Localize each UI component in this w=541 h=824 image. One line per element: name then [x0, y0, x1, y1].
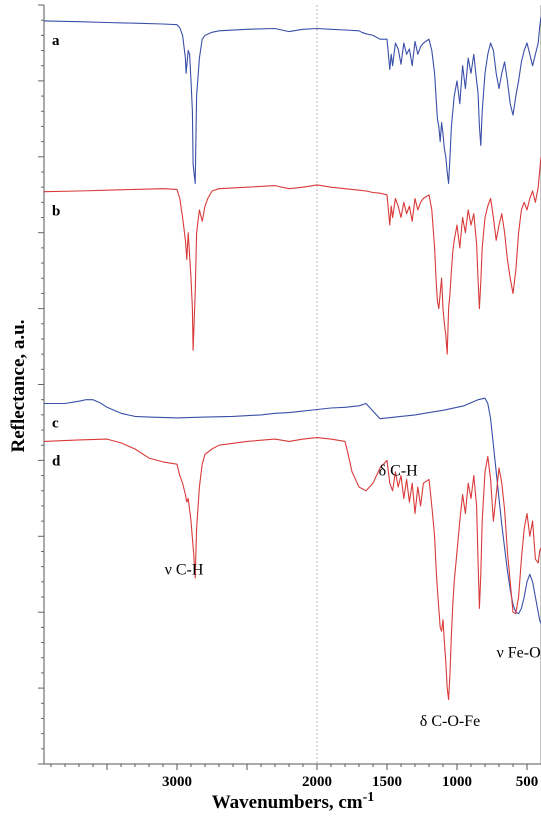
x-tick-label: 3000	[162, 774, 192, 790]
x-axis-title: Wavenumbers, cm-1	[212, 790, 375, 813]
curve-label-b: b	[52, 204, 60, 220]
curve-label-a: a	[52, 33, 60, 49]
annotation-label: δ C-O-Fe	[420, 713, 480, 730]
curve-label-c: c	[52, 415, 59, 431]
series-line-c	[44, 397, 541, 624]
series-line-b	[43, 156, 541, 355]
plot-frame	[43, 5, 541, 765]
annotation-label: ν Fe-O	[497, 645, 541, 662]
x-tick-label: 1000	[442, 774, 472, 790]
annotations: ν C-H δ C-H δ C-O-Fe ν Fe-O	[165, 463, 541, 730]
x-tick-label: 2000	[302, 774, 332, 790]
curve-label-d: d	[52, 453, 61, 469]
x-tick-label: 500	[516, 774, 539, 790]
x-tick-label: 1500	[372, 774, 402, 790]
y-axis-title: Reflectance, a.u.	[8, 320, 29, 453]
series-line-d	[43, 437, 541, 701]
series-line-a	[43, 16, 541, 184]
curve-labels: a b c d	[52, 33, 61, 469]
y-axis-ticks	[38, 4, 44, 765]
series-layer	[43, 16, 541, 701]
annotation-label: δ C-H	[379, 463, 419, 480]
x-axis-ticks: 3000 2000 1500 1000 500	[50, 764, 539, 790]
annotation-label: ν C-H	[165, 561, 204, 578]
